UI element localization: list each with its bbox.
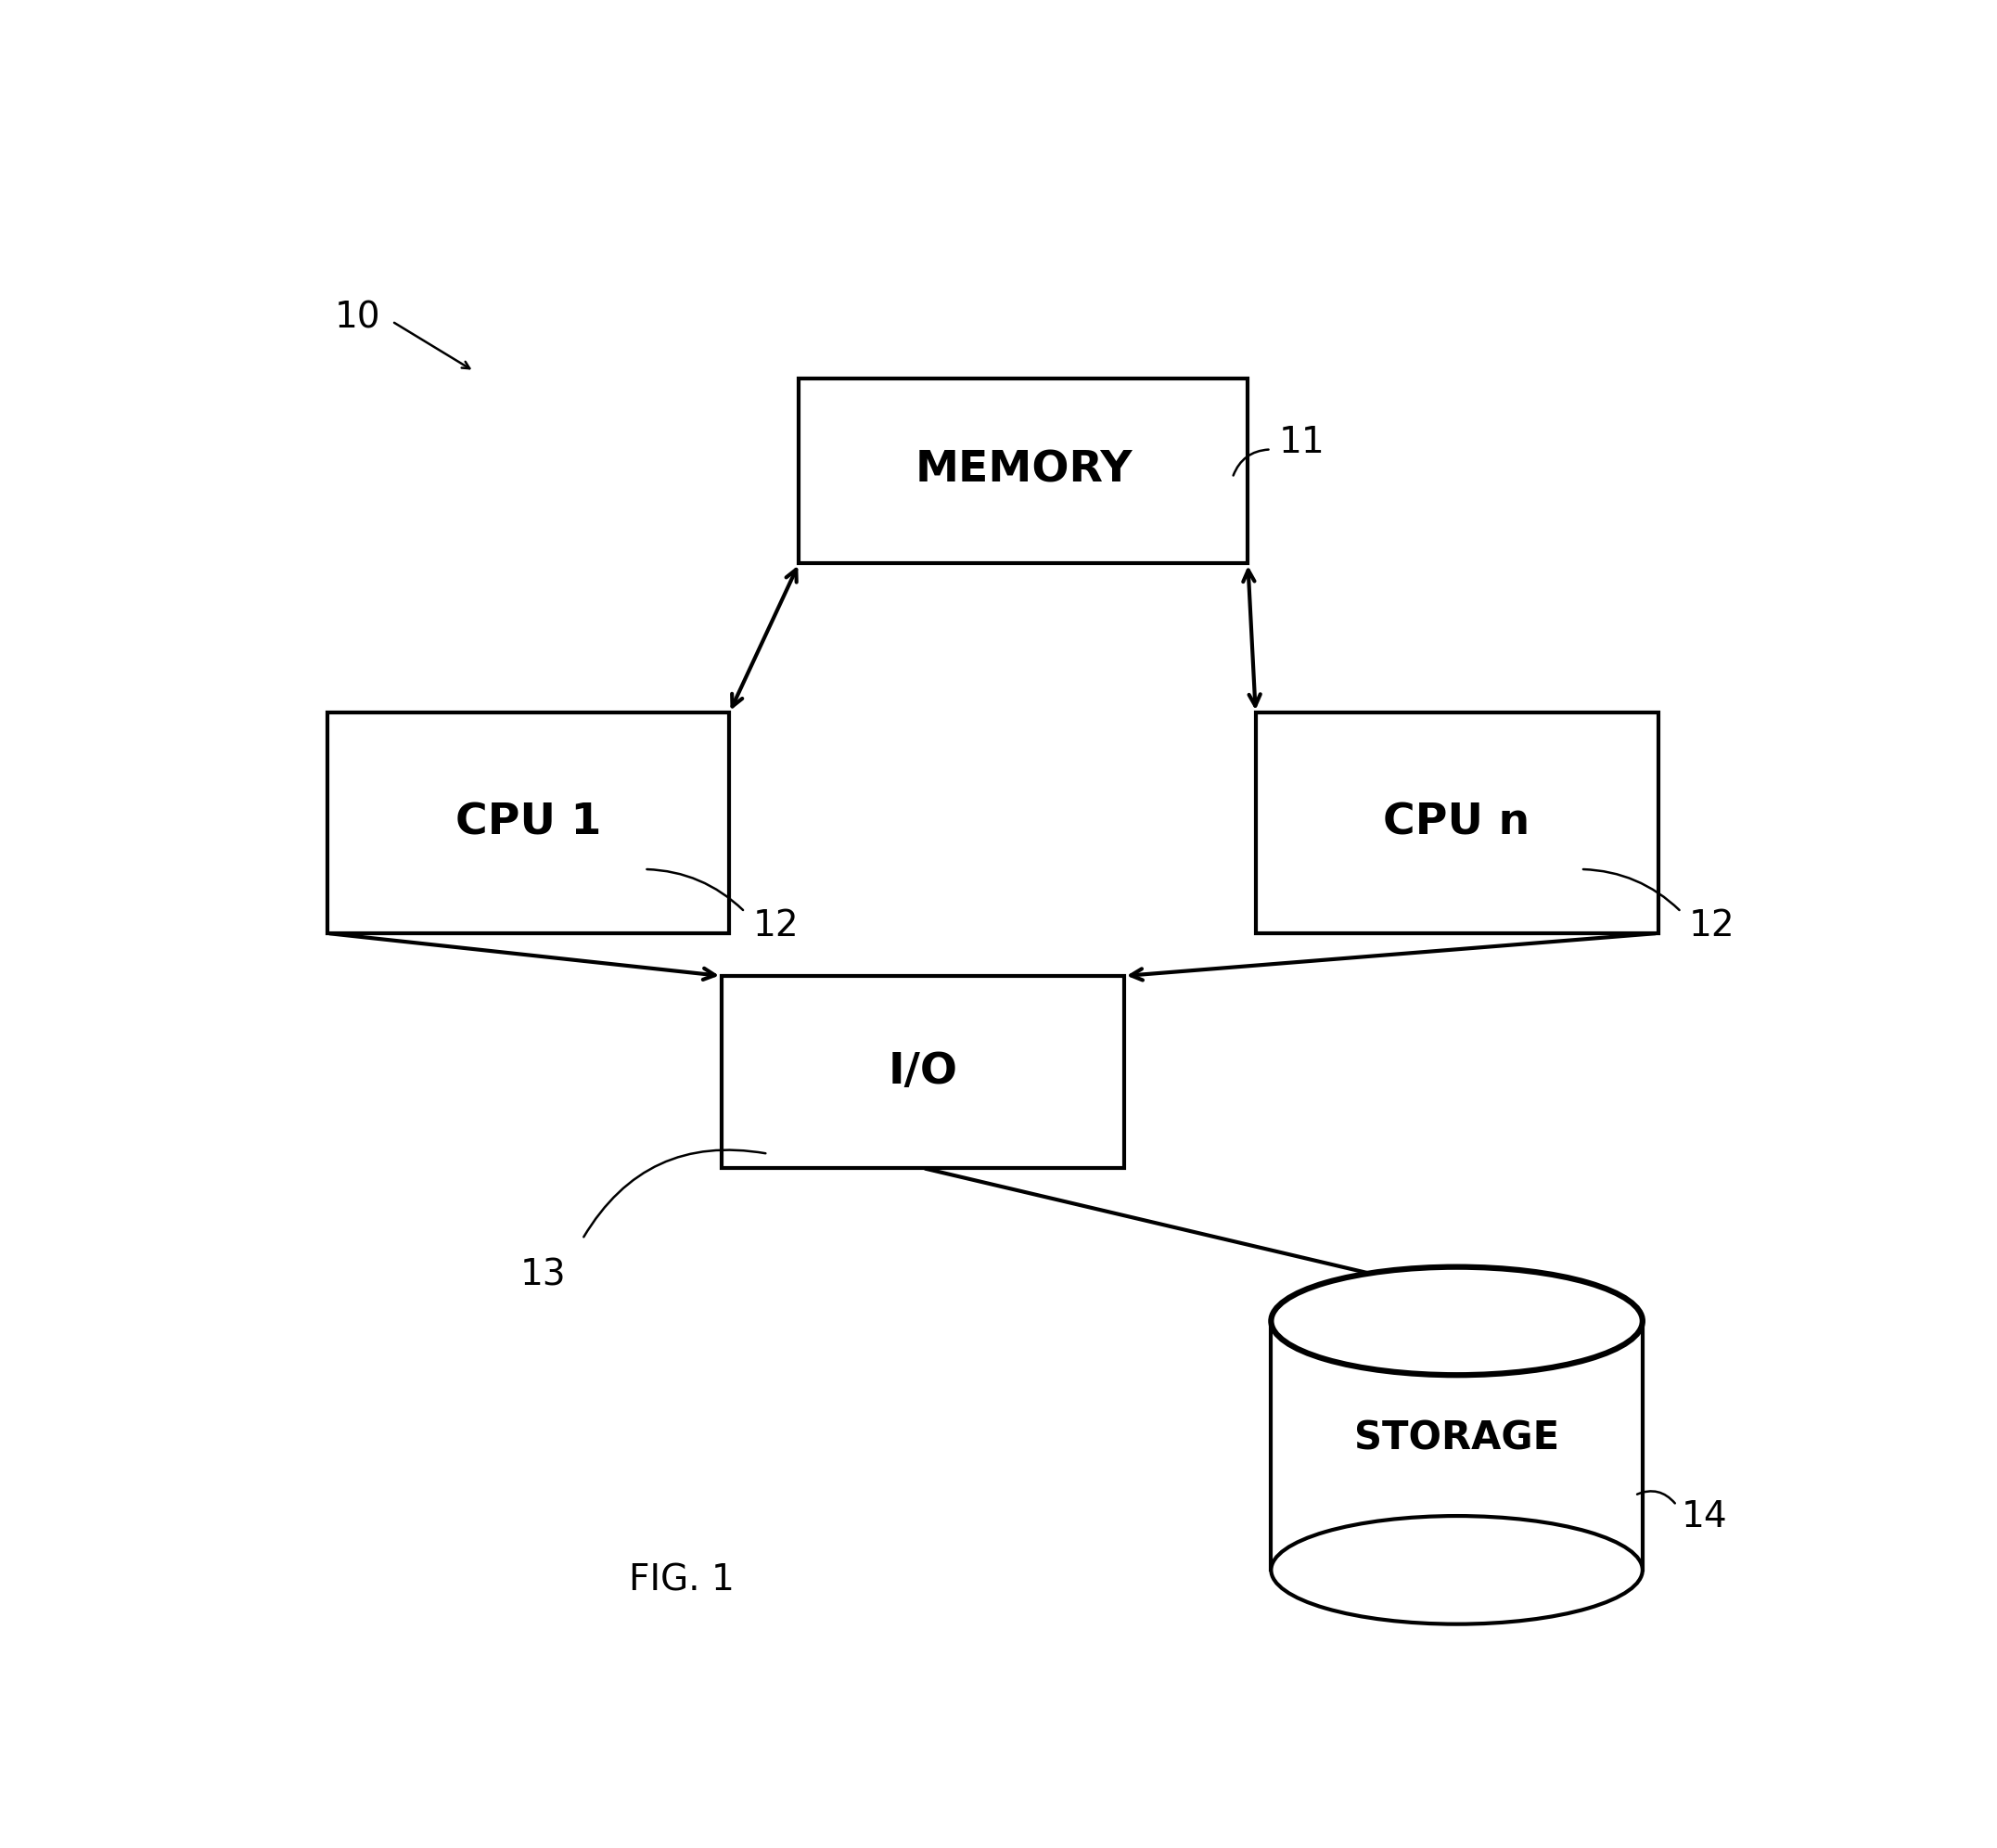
Text: I/O: I/O xyxy=(889,1052,959,1092)
Text: 10: 10 xyxy=(335,299,381,334)
Ellipse shape xyxy=(1272,1515,1644,1624)
Bar xyxy=(721,976,1124,1168)
Text: 12: 12 xyxy=(753,909,799,944)
Polygon shape xyxy=(1272,1321,1642,1571)
Text: 12: 12 xyxy=(1689,909,1735,944)
Text: 11: 11 xyxy=(1278,425,1324,460)
Text: CPU 1: CPU 1 xyxy=(455,802,601,845)
Bar xyxy=(1256,713,1658,933)
Bar xyxy=(799,379,1248,564)
Text: STORAGE: STORAGE xyxy=(1354,1419,1560,1458)
Ellipse shape xyxy=(1272,1268,1644,1375)
Text: CPU n: CPU n xyxy=(1384,802,1530,845)
Text: 14: 14 xyxy=(1681,1499,1727,1534)
Text: FIG. 1: FIG. 1 xyxy=(629,1563,735,1599)
Text: 13: 13 xyxy=(521,1257,567,1292)
Text: MEMORY: MEMORY xyxy=(915,449,1132,492)
Bar xyxy=(328,713,729,933)
